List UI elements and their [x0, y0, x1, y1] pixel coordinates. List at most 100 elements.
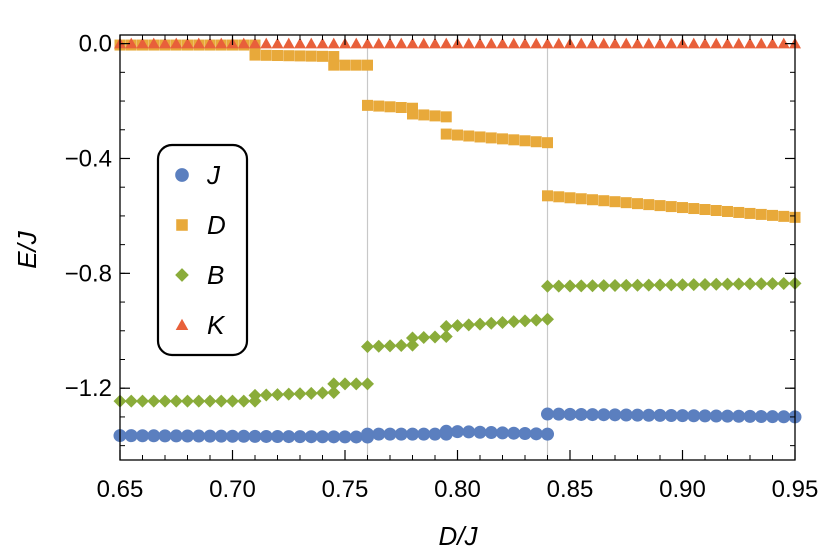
- data-point-b: [439, 319, 453, 333]
- data-point-d: [429, 110, 441, 122]
- data-point-j: [597, 408, 611, 422]
- data-point-d: [744, 207, 756, 219]
- data-point-j: [394, 427, 408, 441]
- data-point-b: [687, 278, 701, 292]
- data-point-j: [473, 425, 487, 439]
- x-axis-title: D/J: [439, 521, 479, 551]
- data-point-k: [586, 37, 599, 49]
- data-point-d: [542, 190, 553, 202]
- data-point-j: [676, 409, 689, 423]
- data-point-d: [755, 208, 767, 220]
- data-point-d: [350, 59, 362, 71]
- data-point-b: [732, 277, 746, 291]
- y-tick-label: 0.0: [79, 31, 112, 58]
- data-point-k: [631, 37, 644, 49]
- data-point-j: [664, 408, 678, 422]
- data-point-j: [214, 429, 228, 443]
- data-point-d: [530, 136, 542, 148]
- data-point-b: [574, 279, 588, 293]
- data-point-j: [529, 427, 543, 441]
- data-point-b: [676, 278, 689, 292]
- data-point-b: [428, 330, 442, 344]
- data-point-k: [620, 37, 633, 49]
- data-point-j: [563, 407, 577, 421]
- data-point-k: [687, 37, 700, 49]
- data-point-j: [181, 429, 194, 443]
- data-point-k: [721, 37, 734, 49]
- data-point-b: [293, 387, 307, 401]
- data-point-d: [272, 50, 283, 62]
- data-point-k: [530, 37, 543, 49]
- data-point-d: [699, 204, 711, 216]
- data-point-j: [721, 409, 734, 423]
- data-point-k: [316, 37, 329, 49]
- data-point-b: [743, 277, 757, 291]
- data-point-j: [248, 429, 262, 443]
- x-tick-label: 0.70: [209, 476, 256, 503]
- data-point-d: [575, 193, 587, 205]
- y-tick-label: −0.4: [65, 145, 112, 172]
- data-point-b: [192, 394, 206, 408]
- data-point-k: [732, 37, 745, 49]
- data-point-j: [777, 410, 791, 424]
- data-point-j: [754, 410, 768, 424]
- data-point-j: [642, 408, 656, 422]
- data-point-k: [327, 37, 340, 49]
- data-point-j: [574, 407, 588, 421]
- data-point-b: [361, 340, 374, 354]
- data-point-k: [170, 37, 183, 49]
- data-point-k: [204, 37, 216, 49]
- data-point-d: [260, 49, 272, 61]
- data-point-k: [541, 37, 554, 49]
- data-point-d: [564, 192, 576, 204]
- data-point-d: [407, 108, 418, 120]
- data-point-j: [349, 430, 363, 444]
- data-point-d: [542, 137, 553, 149]
- data-point-b: [372, 339, 386, 353]
- y-axis-title: E/J: [12, 230, 42, 269]
- data-point-b: [586, 279, 599, 293]
- data-point-k: [609, 37, 621, 49]
- data-point-d: [294, 50, 306, 62]
- data-point-j: [541, 407, 554, 421]
- data-point-k: [136, 37, 149, 49]
- data-point-d: [373, 100, 385, 112]
- data-point-b: [169, 394, 183, 408]
- data-point-k: [384, 37, 396, 49]
- x-tick-label: 0.75: [322, 476, 369, 503]
- data-point-b: [698, 277, 712, 291]
- data-point-k: [755, 37, 768, 49]
- data-point-j: [383, 427, 397, 441]
- data-point-j: [271, 430, 284, 444]
- data-point-b: [451, 319, 464, 333]
- data-point-j: [743, 409, 757, 423]
- data-point-b: [304, 386, 318, 400]
- data-point-k: [429, 37, 441, 49]
- data-point-d: [733, 206, 745, 218]
- data-point-d: [497, 133, 508, 145]
- x-axis-ticks: 0.65 0.70 0.75 0.80 0.85 0.90 0.95: [97, 35, 818, 503]
- data-point-b: [271, 388, 284, 402]
- data-point-k: [249, 37, 261, 49]
- data-point-j: [192, 429, 206, 443]
- data-point-d: [440, 128, 452, 140]
- data-point-j: [451, 425, 464, 439]
- data-point-k: [654, 37, 666, 49]
- data-point-d: [587, 194, 598, 206]
- data-point-j: [608, 408, 622, 422]
- data-point-b: [203, 394, 217, 408]
- data-point-d: [452, 129, 463, 141]
- legend-box: [156, 143, 249, 357]
- data-point-k: [406, 37, 419, 49]
- data-point-d: [609, 196, 621, 208]
- data-point-k: [665, 37, 678, 49]
- data-point-b: [541, 312, 554, 326]
- data-point-d: [362, 59, 373, 71]
- data-point-k: [192, 37, 205, 49]
- data-point-b: [631, 278, 644, 292]
- data-point-d: [519, 135, 531, 147]
- data-point-k: [642, 37, 655, 49]
- data-point-b: [394, 338, 408, 352]
